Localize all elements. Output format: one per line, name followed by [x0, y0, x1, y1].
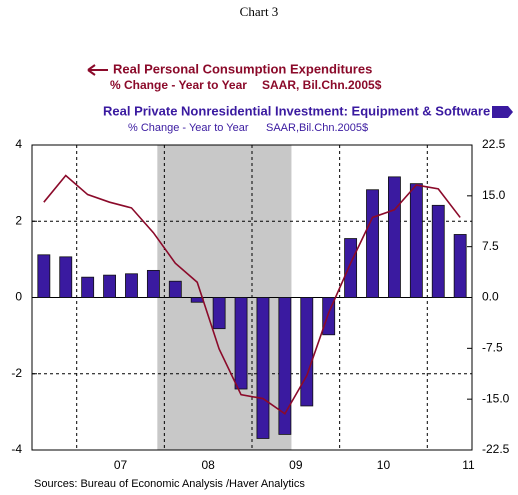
- bar: [212, 297, 226, 330]
- bar: [388, 176, 401, 298]
- bar: [344, 238, 358, 298]
- legend-line-icon: [87, 64, 108, 76]
- legend-label: Real Personal Consumption Expenditures: [113, 61, 372, 76]
- bar: [300, 297, 314, 407]
- bar: [366, 189, 379, 298]
- y2-tick-label: 7.5: [482, 239, 499, 253]
- bar: [168, 280, 182, 298]
- y2-tick-label: 15.0: [482, 188, 506, 202]
- chart-title: Chart 3: [240, 4, 279, 19]
- y-tick-label: 0: [15, 290, 22, 304]
- y2-tick-label: 0.0: [482, 290, 499, 304]
- y-tick-label: -2: [11, 366, 22, 380]
- bar: [409, 183, 423, 298]
- y2-tick-label: -15.0: [482, 391, 510, 405]
- legend-units: % Change - Year to Year: [110, 78, 247, 92]
- y2-tick-label: -7.5: [482, 341, 503, 355]
- y-tick-label: 2: [15, 213, 22, 227]
- legend-label: Real Private Nonresidential Investment: …: [103, 103, 490, 118]
- bar: [59, 256, 73, 298]
- y-tick-label: -4: [11, 442, 22, 456]
- bar: [125, 273, 138, 298]
- legend-units: % Change - Year to Year: [128, 122, 249, 134]
- bar: [81, 276, 95, 298]
- bar: [431, 204, 445, 298]
- bar: [146, 269, 160, 298]
- bar: [278, 297, 292, 435]
- legend-bar-icon: [492, 106, 513, 118]
- bar: [256, 297, 270, 439]
- x-tick-label: 11: [462, 458, 475, 472]
- bar: [190, 297, 204, 303]
- x-tick-label: 09: [289, 458, 303, 472]
- y2-tick-label: -22.5: [482, 442, 510, 456]
- plot-border: [31, 144, 473, 451]
- bar: [37, 254, 51, 298]
- y-tick-label: 4: [15, 137, 22, 151]
- bar: [234, 297, 248, 390]
- line: [43, 174, 461, 415]
- x-tick-label: 07: [114, 458, 128, 472]
- x-tick-label: 08: [201, 458, 215, 472]
- legend-units: SAAR, Bil.Chn.2005$: [262, 78, 382, 92]
- x-tick-label: 10: [377, 458, 391, 472]
- y2-tick-label: 22.5: [482, 137, 506, 151]
- bar: [453, 234, 467, 298]
- source: Sources: Bureau of Economic Analysis /Ha…: [34, 478, 305, 490]
- bar: [103, 274, 116, 298]
- legend-units: SAAR,Bil.Chn.2005$: [266, 122, 368, 134]
